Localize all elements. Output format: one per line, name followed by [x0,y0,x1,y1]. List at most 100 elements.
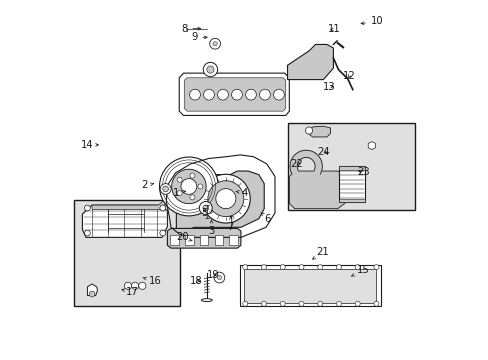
Circle shape [203,89,214,100]
Circle shape [181,179,196,194]
Circle shape [203,205,208,211]
Circle shape [317,301,322,306]
Bar [287,123,414,211]
Circle shape [203,62,217,77]
Text: 6: 6 [261,213,270,224]
Circle shape [354,265,360,270]
Circle shape [231,89,242,100]
Circle shape [89,291,95,297]
Bar [74,201,180,306]
Text: 1: 1 [173,188,185,198]
Circle shape [171,169,206,204]
Circle shape [163,186,168,192]
Bar [200,234,208,245]
Circle shape [160,184,171,194]
Text: 3: 3 [208,220,214,236]
Bar [170,234,179,245]
Bar [339,199,364,202]
Circle shape [198,184,203,189]
Bar [240,265,380,306]
Bar [229,234,238,245]
Circle shape [280,265,285,270]
Polygon shape [176,171,264,230]
Circle shape [177,191,182,196]
Text: 7: 7 [227,216,234,232]
Polygon shape [308,126,330,137]
Circle shape [373,301,378,306]
Circle shape [214,272,224,283]
Polygon shape [289,171,344,209]
Bar [214,234,223,245]
Text: 18: 18 [189,276,202,286]
Text: 24: 24 [316,147,329,157]
Text: 19: 19 [206,270,219,280]
Circle shape [354,301,360,306]
Circle shape [261,265,266,270]
Circle shape [84,230,90,236]
Circle shape [259,89,270,100]
Text: 9: 9 [191,32,207,42]
Circle shape [160,230,165,236]
Polygon shape [82,205,167,237]
Circle shape [84,205,90,211]
Bar [339,166,364,170]
Circle shape [273,89,284,100]
Text: 23: 23 [357,167,369,177]
Circle shape [373,265,378,270]
Circle shape [189,195,195,200]
Circle shape [209,39,220,49]
Polygon shape [287,44,333,80]
Text: 21: 21 [312,247,328,259]
Bar [244,269,376,303]
Bar [339,166,364,202]
Text: 14: 14 [81,140,98,150]
Circle shape [212,41,217,46]
Ellipse shape [201,299,212,302]
Circle shape [298,265,304,270]
Circle shape [245,89,256,100]
Circle shape [336,265,341,270]
Text: 8: 8 [181,24,200,34]
Circle shape [305,127,312,134]
Polygon shape [87,284,97,296]
Text: 17: 17 [122,287,139,297]
Text: 16: 16 [142,276,161,286]
Circle shape [159,157,218,216]
Text: 5: 5 [201,208,207,218]
Circle shape [280,301,285,306]
Circle shape [201,174,250,223]
Circle shape [336,301,341,306]
Circle shape [206,66,214,73]
Text: 15: 15 [351,265,369,276]
Text: 20: 20 [176,232,192,242]
Circle shape [242,265,247,270]
Text: 10: 10 [360,17,383,27]
Polygon shape [184,78,285,111]
Text: 11: 11 [327,24,340,35]
Text: 22: 22 [289,159,302,169]
Circle shape [261,301,266,306]
Circle shape [131,282,139,289]
Text: 4: 4 [235,188,247,198]
Circle shape [242,301,247,306]
Bar [184,234,193,245]
Circle shape [207,181,244,217]
Circle shape [215,189,235,209]
Polygon shape [92,200,164,210]
Circle shape [199,202,212,215]
Polygon shape [367,141,375,149]
Circle shape [160,205,165,211]
Text: 2: 2 [142,180,153,190]
Polygon shape [179,73,289,116]
Polygon shape [167,228,241,248]
Circle shape [217,89,228,100]
Circle shape [139,282,145,289]
Circle shape [317,265,322,270]
Text: 13: 13 [322,82,335,92]
Circle shape [177,177,182,182]
Circle shape [189,173,195,178]
Text: 12: 12 [342,71,355,81]
Circle shape [217,275,221,280]
Polygon shape [289,150,322,174]
Circle shape [298,301,304,306]
